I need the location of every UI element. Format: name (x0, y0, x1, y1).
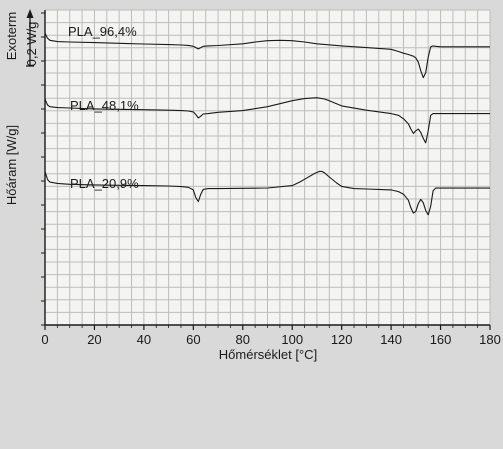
x-tick-label: 100 (281, 332, 303, 347)
y-axis-title: Hőáram [W/g] (4, 125, 19, 205)
series-label: PLA_20,9% (70, 176, 139, 191)
series-curve (44, 170, 490, 216)
scale-bar-value-label: 0,2 W/g (24, 22, 39, 67)
series-label: PLA_48,1% (70, 98, 139, 113)
grid (45, 9, 491, 325)
x-tick-label: 60 (186, 332, 200, 347)
scale-bar: Exoterm 0,2 W/g (4, 9, 39, 67)
x-axis-ticks: 0 20 40 60 80 100 120 140 160 180 (41, 325, 501, 347)
x-axis-title: Hőmérséklet [°C] (219, 347, 317, 362)
x-tick-label: 0 (41, 332, 48, 347)
exotherm-arrow-icon (26, 9, 34, 18)
series-label: PLA_96,4% (68, 24, 137, 39)
x-tick-label: 80 (236, 332, 250, 347)
x-tick-label: 140 (380, 332, 402, 347)
series-curve (44, 97, 490, 144)
series-labels: PLA_96,4% PLA_48,1% PLA_20,9% (68, 24, 139, 191)
x-tick-label: 120 (331, 332, 353, 347)
x-tick-label: 160 (430, 332, 452, 347)
x-tick-label: 180 (479, 332, 501, 347)
exotherm-label: Exoterm (4, 12, 19, 60)
x-tick-label: 40 (137, 332, 151, 347)
series-curves (44, 32, 490, 216)
x-tick-label: 20 (87, 332, 101, 347)
series-curve (44, 32, 490, 79)
